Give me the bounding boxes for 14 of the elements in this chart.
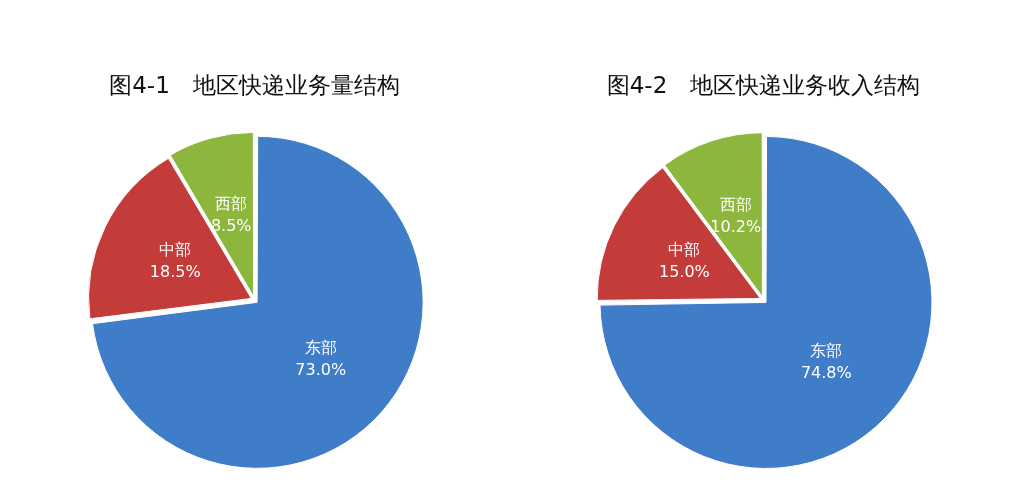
data-label: 74.8%: [800, 363, 852, 383]
slice-label: 中部: [159, 240, 192, 260]
data-label: 8.5%: [210, 216, 252, 236]
chart-title: 图4-2 地区快递业务收入结构: [605, 71, 922, 100]
slice-label: 中部: [668, 240, 701, 260]
data-label: 18.5%: [149, 262, 201, 282]
data-label: 15.0%: [658, 262, 710, 282]
slice-label: 东部: [304, 337, 337, 357]
slice-label: 西部: [215, 194, 248, 214]
slice-label: 东部: [810, 341, 843, 361]
slice-label: 西部: [719, 195, 752, 215]
chart-title: 图4-1 地区快递业务量结构: [108, 71, 401, 100]
data-label: 73.0%: [295, 359, 347, 379]
data-label: 10.2%: [710, 217, 762, 237]
